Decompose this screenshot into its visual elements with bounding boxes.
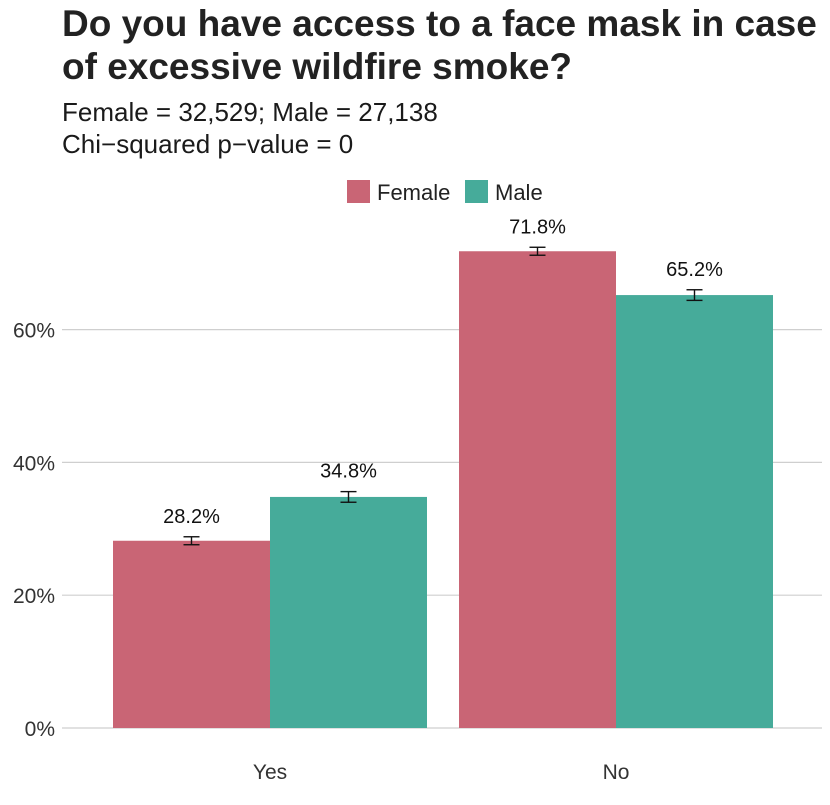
x-axis: Yes No [253,761,630,784]
chart-title: Do you have access to a face mask in cas… [62,3,817,87]
y-tick-label-40: 40% [13,452,55,475]
x-tick-label-yes: Yes [253,761,287,784]
legend-label-female: Female [377,180,450,205]
error-bars [183,246,703,546]
legend-item-male: Male [465,180,543,205]
legend: Female Male [347,180,543,205]
error-bar-female-yes [183,536,200,546]
data-label-male-no: 65.2% [666,259,723,281]
subtitle-sample-sizes: Female = 32,529; Male = 27,138 [62,97,438,127]
bar-female-yes [113,540,270,728]
legend-item-female: Female [347,180,450,205]
bar-male-yes [270,496,427,728]
bars [113,251,773,729]
error-bar-male-no [686,289,703,302]
legend-label-male: Male [495,180,543,205]
error-bar-male-yes [340,490,357,503]
chart-subtitle: Female = 32,529; Male = 27,138 Chi−squar… [62,96,822,160]
x-tick-label-no: No [603,761,630,784]
y-tick-label-0: 0% [25,718,55,741]
data-labels: 28.2% 34.8% 71.8% 65.2% [163,216,723,528]
legend-swatch-female [347,180,370,203]
y-tick-label-20: 20% [13,585,55,608]
y-axis: 0% 20% 40% 60% [13,320,55,741]
subtitle-p-value: Chi−squared p−value = 0 [62,129,354,159]
data-label-male-yes: 34.8% [320,461,377,483]
legend-swatch-male [465,180,488,203]
bar-female-no [459,251,616,729]
y-tick-label-60: 60% [13,320,55,343]
data-label-female-yes: 28.2% [163,506,220,528]
data-label-female-no: 71.8% [509,216,566,238]
bar-male-no [616,295,773,728]
error-bar-female-no [529,246,546,256]
